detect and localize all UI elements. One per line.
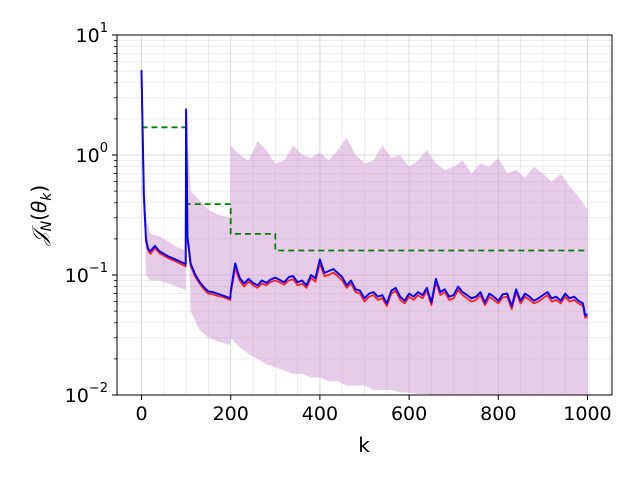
y-tick-label: 10−1	[65, 261, 108, 287]
x-axis-label: k	[358, 433, 370, 457]
x-axis: 0 200 400 600 800 1000	[135, 395, 612, 425]
x-tick-label: 0	[135, 403, 147, 425]
threshold-step-line	[141, 126, 588, 252]
y-tick-label: 10−2	[65, 381, 108, 407]
y-tick-label: 100	[76, 141, 108, 167]
x-tick-label: 200	[213, 403, 249, 425]
x-tick-label: 400	[302, 403, 338, 425]
y-axis-label: 𝒥N(θk)	[27, 185, 55, 246]
variability-band	[141, 71, 588, 395]
plot-area	[140, 70, 588, 395]
y-axis: 10−2 10−1 100 101	[65, 21, 117, 407]
mean-series-line	[140, 70, 588, 317]
x-tick-label: 600	[391, 403, 427, 425]
x-tick-label: 1000	[563, 403, 611, 425]
y-tick-label: 101	[76, 21, 108, 47]
x-tick-label: 800	[480, 403, 516, 425]
plot-frame	[116, 34, 613, 396]
minor-gridlines	[117, 35, 612, 395]
